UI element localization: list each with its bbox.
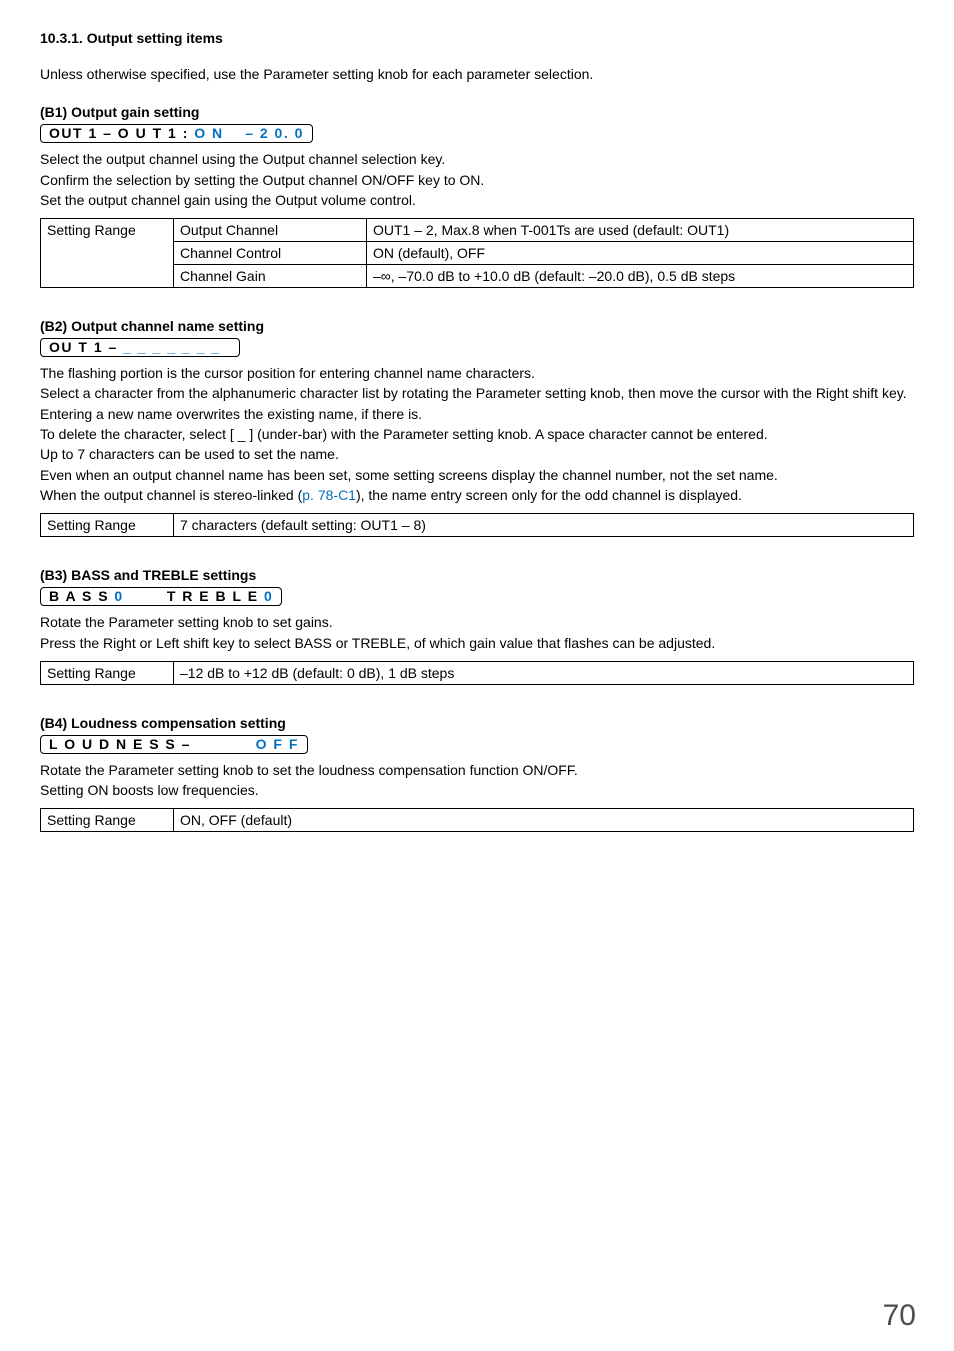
b3-table: Setting Range –12 dB to +12 dB (default:… bbox=[40, 661, 914, 685]
b2-lcd: OU T 1 – _ _ _ _ _ _ _ bbox=[40, 338, 240, 357]
b1-row1-key: Channel Control bbox=[174, 242, 367, 265]
b3-lcd: B A S S 0 T R E B L E 0 bbox=[40, 587, 282, 606]
b4-table: Setting Range ON, OFF (default) bbox=[40, 808, 914, 832]
b4-heading: (B4) Loudness compensation setting bbox=[40, 715, 914, 731]
b2-line-3: Entering a new name overwrites the exist… bbox=[40, 404, 914, 424]
b4-lcd: L O U D N E S S – O F F bbox=[40, 735, 308, 754]
b1-row0-val: OUT1 – 2, Max.8 when T-001Ts are used (d… bbox=[367, 219, 914, 242]
b1-row1-val: ON (default), OFF bbox=[367, 242, 914, 265]
b3-line-1: Rotate the Parameter setting knob to set… bbox=[40, 612, 914, 632]
b1-table: Setting Range Output Channel OUT1 – 2, M… bbox=[40, 218, 914, 288]
b1-line-2: Confirm the selection by setting the Out… bbox=[40, 170, 914, 190]
b3-table-label: Setting Range bbox=[41, 661, 174, 684]
b3-line-2: Press the Right or Left shift key to sel… bbox=[40, 633, 914, 653]
b2-table-value: 7 characters (default setting: OUT1 – 8) bbox=[174, 514, 914, 537]
b2-link-post: ), the name entry screen only for the od… bbox=[356, 487, 742, 503]
b3-heading: (B3) BASS and TREBLE settings bbox=[40, 567, 914, 583]
section-heading: 10.3.1. Output setting items bbox=[40, 30, 914, 46]
b3-bass-val: 0 bbox=[114, 588, 123, 604]
b2-line-6: Even when an output channel name has bee… bbox=[40, 465, 914, 485]
b4-lcd-space bbox=[191, 736, 256, 752]
b2-table: Setting Range 7 characters (default sett… bbox=[40, 513, 914, 537]
b1-line-3: Set the output channel gain using the Ou… bbox=[40, 190, 914, 210]
table-row: Setting Range Output Channel OUT1 – 2, M… bbox=[41, 219, 914, 242]
table-row: Setting Range ON, OFF (default) bbox=[41, 809, 914, 832]
b3-description: Rotate the Parameter setting knob to set… bbox=[40, 612, 914, 653]
b4-description: Rotate the Parameter setting knob to set… bbox=[40, 760, 914, 801]
b1-heading: (B1) Output gain setting bbox=[40, 104, 914, 120]
b3-lcd-space bbox=[124, 588, 167, 604]
b3-table-value: –12 dB to +12 dB (default: 0 dB), 1 dB s… bbox=[174, 661, 914, 684]
b2-heading: (B2) Output channel name setting bbox=[40, 318, 914, 334]
b2-line-5: Up to 7 characters can be used to set th… bbox=[40, 444, 914, 464]
b1-row2-val: –∞, –70.0 dB to +10.0 dB (default: –20.0… bbox=[367, 265, 914, 288]
b2-lcd-prefix: OU T 1 – bbox=[49, 339, 123, 355]
b4-line-2: Setting ON boosts low frequencies. bbox=[40, 780, 914, 800]
page-number: 70 bbox=[883, 1299, 916, 1333]
b2-table-label: Setting Range bbox=[41, 514, 174, 537]
b1-line-1: Select the output channel using the Outp… bbox=[40, 149, 914, 169]
intro-paragraph: Unless otherwise specified, use the Para… bbox=[40, 64, 914, 84]
b1-row0-key: Output Channel bbox=[174, 219, 367, 242]
b2-line-2: Select a character from the alphanumeric… bbox=[40, 383, 914, 403]
b3-treble-val: 0 bbox=[264, 588, 273, 604]
b2-line-4: To delete the character, select [ _ ] (u… bbox=[40, 424, 914, 444]
b2-lcd-cursor: _ _ _ _ _ _ _ bbox=[123, 339, 220, 355]
b4-line-1: Rotate the Parameter setting knob to set… bbox=[40, 760, 914, 780]
table-row: Setting Range 7 characters (default sett… bbox=[41, 514, 914, 537]
b4-label: L O U D N E S S – bbox=[49, 736, 191, 752]
b2-link[interactable]: p. 78-C1 bbox=[302, 487, 356, 503]
b1-lcd-prefix: OUT 1 – O U T 1 : bbox=[49, 125, 194, 141]
b1-row2-key: Channel Gain bbox=[174, 265, 367, 288]
table-row: Setting Range –12 dB to +12 dB (default:… bbox=[41, 661, 914, 684]
section-title: Output setting items bbox=[87, 30, 223, 46]
b2-line-1: The flashing portion is the cursor posit… bbox=[40, 363, 914, 383]
b1-table-label: Setting Range bbox=[41, 219, 174, 288]
b3-bass-label: B A S S bbox=[49, 588, 114, 604]
b1-description: Select the output channel using the Outp… bbox=[40, 149, 914, 210]
b1-lcd-state: O N bbox=[194, 125, 223, 141]
section-number: 10.3.1. bbox=[40, 30, 83, 46]
b1-lcd-gap bbox=[224, 125, 246, 141]
b4-table-label: Setting Range bbox=[41, 809, 174, 832]
b4-table-value: ON, OFF (default) bbox=[174, 809, 914, 832]
b1-lcd-value: – 2 0. 0 bbox=[245, 125, 304, 141]
b2-description: The flashing portion is the cursor posit… bbox=[40, 363, 914, 505]
b2-link-line: When the output channel is stereo-linked… bbox=[40, 485, 914, 505]
b4-value: O F F bbox=[256, 736, 299, 752]
b1-lcd: OUT 1 – O U T 1 : O N – 2 0. 0 bbox=[40, 124, 313, 143]
b3-treble-label: T R E B L E bbox=[167, 588, 264, 604]
b2-link-pre: When the output channel is stereo-linked… bbox=[40, 487, 302, 503]
